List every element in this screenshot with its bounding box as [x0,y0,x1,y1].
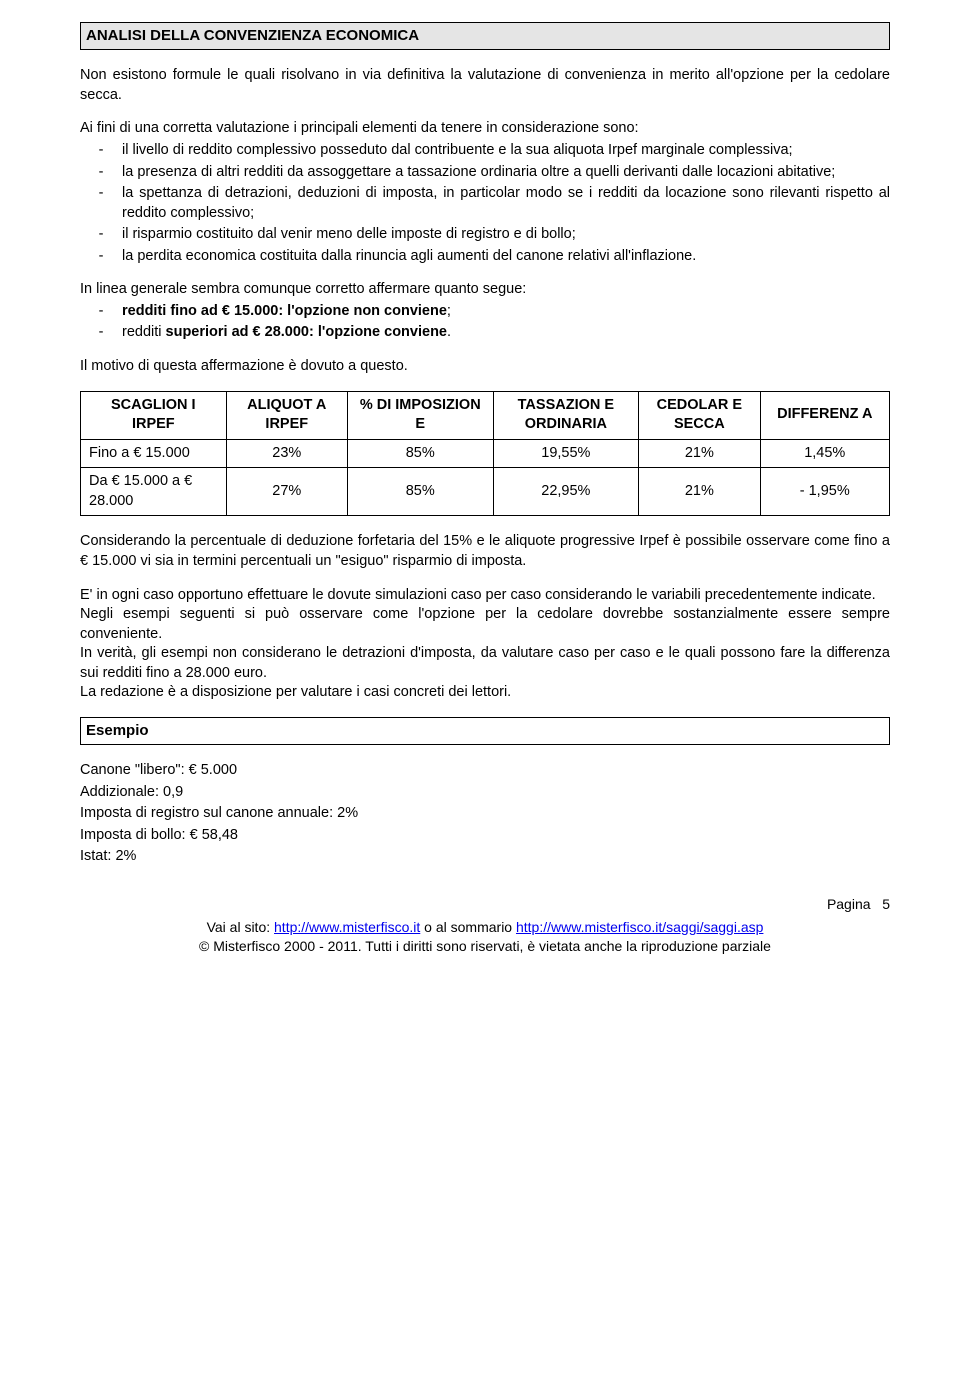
table-cell: 22,95% [493,468,639,516]
example-line: Addizionale: 0,9 [80,783,890,803]
paragraph-deduction: Considerando la percentuale di deduzione… [80,532,890,571]
footer-copyright: © Misterfisco 2000 - 2011. Tutti i dirit… [80,937,890,956]
table-cell: 21% [639,468,760,516]
bullet-item: -la presenza di altri redditi da assogge… [80,163,890,183]
table-cell: 85% [347,439,493,468]
section-header: ANALISI DELLA CONVENZIENZA ECONOMICA [80,22,890,50]
table-row: Fino a € 15.00023%85%19,55%21%1,45% [81,439,890,468]
table-header-cell: ALIQUOT A IRPEF [226,391,347,439]
table-header-cell: TASSAZION E ORDINARIA [493,391,639,439]
bullet-list-general: -redditi fino ad € 15.000: l'opzione non… [80,302,890,343]
footer-link-site[interactable]: http://www.misterfisco.it [274,919,420,935]
bullet-item: -redditi fino ad € 15.000: l'opzione non… [80,302,890,322]
example-content: Canone "libero": € 5.000Addizionale: 0,9… [80,761,890,867]
table-cell: 23% [226,439,347,468]
bullet-list-criteria: -il livello di reddito complessivo posse… [80,141,890,266]
table-header-cell: CEDOLAR E SECCA [639,391,760,439]
example-line: Istat: 2% [80,847,890,867]
table-header-cell: DIFFERENZ A [760,391,889,439]
page-footer: Pagina 5 [80,895,890,914]
bullet-item: -la perdita economica costituita dalla r… [80,247,890,267]
bullet-item: -la spettanza di detrazioni, deduzioni d… [80,184,890,223]
bullet-item: -redditi superiori ad € 28.000: l'opzion… [80,323,890,343]
footer-link-summary[interactable]: http://www.misterfisco.it/saggi/saggi.as… [516,919,763,935]
paragraph-intro: Non esistono formule le quali risolvano … [80,66,890,105]
paragraph-criteria-intro: Ai fini di una corretta valutazione i pr… [80,119,890,139]
example-line: Canone "libero": € 5.000 [80,761,890,781]
table-cell: 19,55% [493,439,639,468]
table-cell: 1,45% [760,439,889,468]
example-line: Imposta di bollo: € 58,48 [80,826,890,846]
footer-links-prefix: Vai al sito: [207,919,274,935]
table-cell: 27% [226,468,347,516]
bullet-item: -il livello di reddito complessivo posse… [80,141,890,161]
paragraph-general-intro: In linea generale sembra comunque corret… [80,280,890,300]
page-number: 5 [882,896,890,912]
table-cell: 21% [639,439,760,468]
footer-links: Vai al sito: http://www.misterfisco.it o… [80,918,890,937]
table-cell: Da € 15.000 a € 28.000 [81,468,227,516]
table-cell: Fino a € 15.000 [81,439,227,468]
paragraph-simulations: E' in ogni caso opportuno effettuare le … [80,586,890,703]
example-header: Esempio [80,717,890,745]
table-header-cell: % DI IMPOSIZION E [347,391,493,439]
table-cell: - 1,95% [760,468,889,516]
page-label: Pagina [827,896,871,912]
table-row: Da € 15.000 a € 28.00027%85%22,95%21%- 1… [81,468,890,516]
table-header-cell: SCAGLION I IRPEF [81,391,227,439]
footer-links-mid: o al sommario [420,919,516,935]
paragraph-reason: Il motivo di questa affermazione è dovut… [80,357,890,377]
table-cell: 85% [347,468,493,516]
tax-comparison-table: SCAGLION I IRPEFALIQUOT A IRPEF% DI IMPO… [80,391,890,517]
bullet-item: -il risparmio costituito dal venir meno … [80,225,890,245]
example-line: Imposta di registro sul canone annuale: … [80,804,890,824]
